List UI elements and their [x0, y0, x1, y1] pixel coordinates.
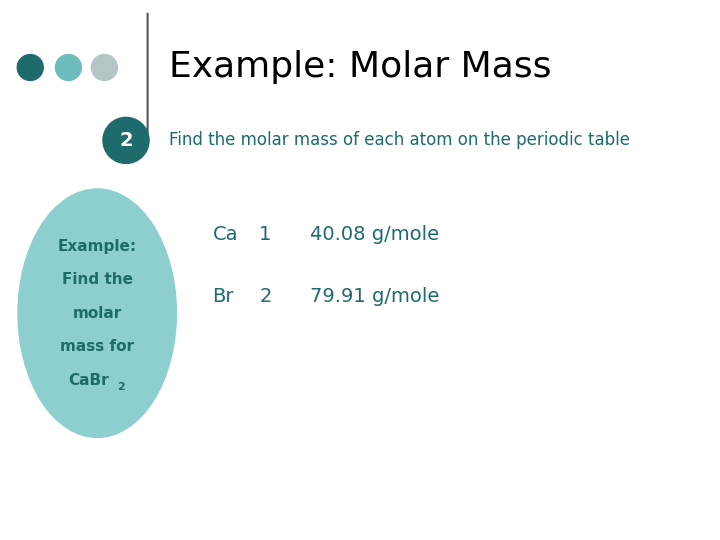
- Text: CaBr: CaBr: [68, 373, 109, 388]
- Text: Br: Br: [212, 287, 234, 307]
- Text: 2: 2: [117, 382, 125, 392]
- Text: Example:: Example:: [58, 239, 137, 254]
- Text: 1: 1: [259, 225, 271, 245]
- Text: Example: Molar Mass: Example: Molar Mass: [169, 51, 552, 84]
- Text: 40.08 g/mole: 40.08 g/mole: [310, 225, 438, 245]
- Text: mass for: mass for: [60, 339, 134, 354]
- Text: 2: 2: [120, 131, 132, 150]
- Text: Find the: Find the: [62, 272, 132, 287]
- Text: 79.91 g/mole: 79.91 g/mole: [310, 287, 439, 307]
- Text: Find the molar mass of each atom on the periodic table: Find the molar mass of each atom on the …: [169, 131, 630, 150]
- Text: 2: 2: [259, 287, 271, 307]
- Text: molar: molar: [73, 306, 122, 321]
- Text: Ca: Ca: [212, 225, 238, 245]
